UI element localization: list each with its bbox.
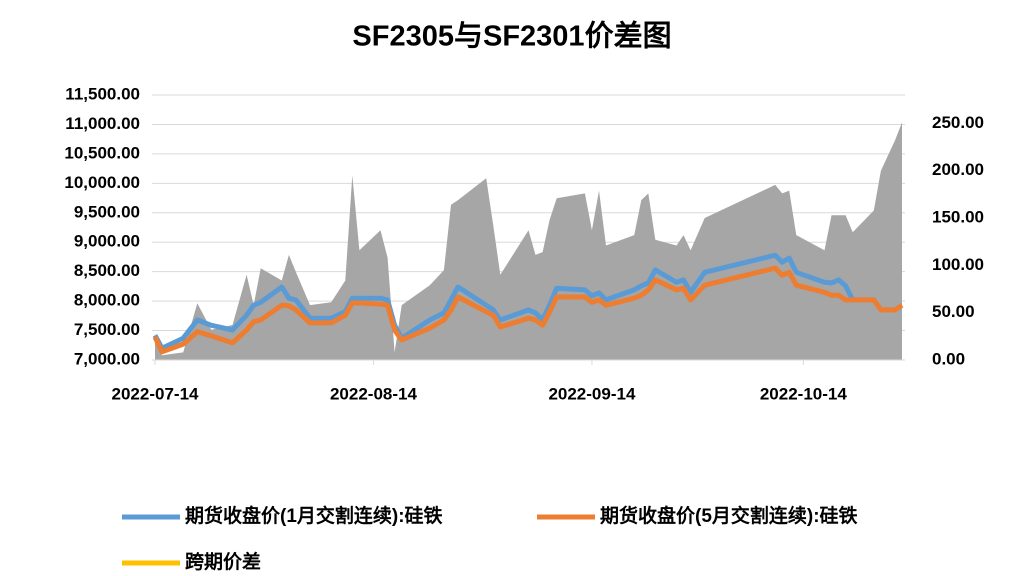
y-tick-label: 8,500.00 [74, 261, 140, 280]
y-tick-label: 7,500.00 [74, 320, 140, 339]
legend-label: 期货收盘价(5月交割连续):硅铁 [600, 504, 858, 527]
chart-title: SF2305与SF2301价差图 [352, 20, 671, 53]
area [155, 122, 902, 361]
legend-label: 跨期价差 [185, 550, 261, 573]
y-tick-label: 8,000.00 [74, 291, 140, 310]
line [152, 265, 904, 355]
y-tick-label: 9,000.00 [74, 232, 140, 251]
y-tick-label: 10,500.00 [64, 143, 140, 162]
y2-tick-label: 250.00 [932, 113, 984, 132]
line [152, 252, 855, 351]
y-tick-label: 7,000.00 [74, 349, 140, 368]
x-tick-label: 2022-09-14 [548, 384, 636, 403]
y2-tick-label: 100.00 [932, 255, 984, 274]
x-tick-label: 2022-07-14 [112, 384, 200, 403]
y-tick-label: 11,500.00 [65, 84, 140, 103]
y2-tick-label: 0.00 [932, 349, 965, 368]
y2-tick-label: 200.00 [932, 160, 984, 179]
y-tick-label: 10,000.00 [64, 173, 140, 192]
x-tick-label: 2022-10-14 [760, 384, 848, 403]
y2-tick-label: 150.00 [932, 208, 984, 227]
y2-tick-label: 50.00 [932, 302, 975, 321]
y-tick-label: 9,500.00 [74, 202, 140, 221]
y-tick-label: 11,000.00 [65, 114, 140, 133]
x-tick-label: 2022-08-14 [330, 384, 418, 403]
legend-label: 期货收盘价(1月交割连续):硅铁 [185, 504, 443, 527]
